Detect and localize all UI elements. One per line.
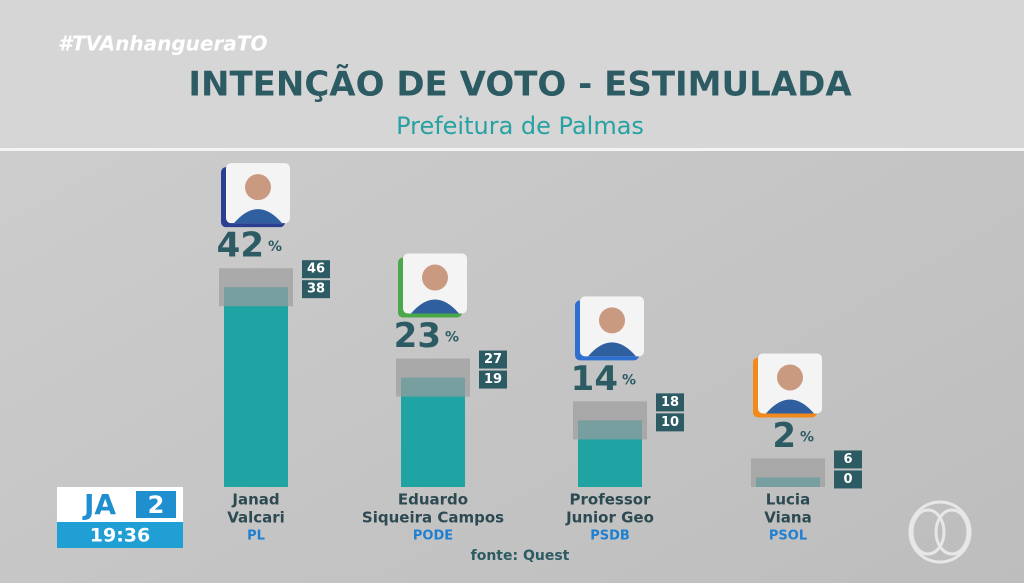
upper-label: 18 — [661, 395, 679, 410]
photo-head — [777, 364, 803, 391]
value-label: 42 — [217, 226, 264, 266]
lower-label-box — [479, 370, 507, 389]
photo-body — [234, 209, 282, 224]
photo-body — [766, 399, 814, 414]
party-label: PSOL — [769, 529, 807, 544]
category-label: Viana — [764, 509, 811, 527]
category-label: Junior Geo — [565, 509, 654, 527]
upper-label: 6 — [843, 452, 852, 467]
bar — [224, 287, 288, 487]
upper-label-box — [834, 450, 862, 469]
header-band — [0, 0, 1024, 148]
category-label: Janad — [231, 491, 279, 509]
party-label: PODE — [413, 529, 453, 544]
photo-head — [422, 264, 448, 291]
category-label: Professor — [570, 491, 652, 509]
value-label: 14 — [571, 359, 618, 399]
value-unit: % — [622, 372, 636, 388]
upper-label: 27 — [484, 352, 502, 367]
error-range — [396, 358, 470, 397]
chart-subtitle: Prefeitura de Palmas — [396, 112, 644, 140]
photo-head — [245, 174, 271, 201]
error-range — [573, 401, 647, 440]
hashtag: #TVAnhangueraTO — [58, 32, 268, 56]
lower-label: 0 — [843, 472, 852, 487]
candidate-photo — [575, 296, 644, 361]
time: 19:36 — [90, 525, 150, 547]
upper-label: 46 — [307, 262, 325, 277]
photo-head — [599, 307, 625, 334]
upper-label-box — [656, 393, 684, 412]
candidate-photo — [753, 353, 822, 418]
station-logo: JA 2 19:36 — [57, 487, 183, 548]
broadcaster-logo — [908, 500, 972, 564]
error-range — [219, 268, 293, 307]
source: fonte: Quest — [471, 548, 570, 564]
category-label: Eduardo — [398, 491, 468, 509]
category-label: Siqueira Campos — [362, 509, 504, 527]
upper-label-box — [479, 350, 507, 369]
upper-label-box — [302, 260, 330, 279]
lower-label-box — [656, 413, 684, 432]
header-rule — [0, 148, 1024, 151]
party-label: PSDB — [590, 529, 630, 544]
value-unit: % — [445, 330, 459, 346]
lower-label-box — [302, 280, 330, 299]
chart-title: INTENÇÃO DE VOTO - ESTIMULADA — [188, 64, 852, 105]
value-label: 2 — [772, 416, 796, 456]
photo-body — [411, 299, 459, 314]
value-label: 23 — [394, 316, 441, 356]
lower-label: 19 — [484, 372, 502, 387]
category-label: Valcari — [227, 509, 285, 527]
time-box — [57, 522, 183, 548]
logo-text: JA — [82, 488, 116, 521]
lower-label: 10 — [661, 415, 679, 430]
value-unit: % — [800, 429, 814, 445]
logo-badge — [136, 491, 176, 518]
value-unit: % — [268, 239, 282, 255]
candidate-photo — [398, 253, 467, 318]
candidate-photo — [221, 163, 290, 228]
logo-number: 2 — [148, 491, 165, 519]
party-label: PL — [247, 529, 265, 544]
lower-label: 38 — [307, 282, 325, 297]
error-range — [751, 458, 825, 487]
lower-label-box — [834, 470, 862, 489]
category-label: Lucia — [766, 491, 810, 509]
photo-body — [588, 342, 636, 357]
